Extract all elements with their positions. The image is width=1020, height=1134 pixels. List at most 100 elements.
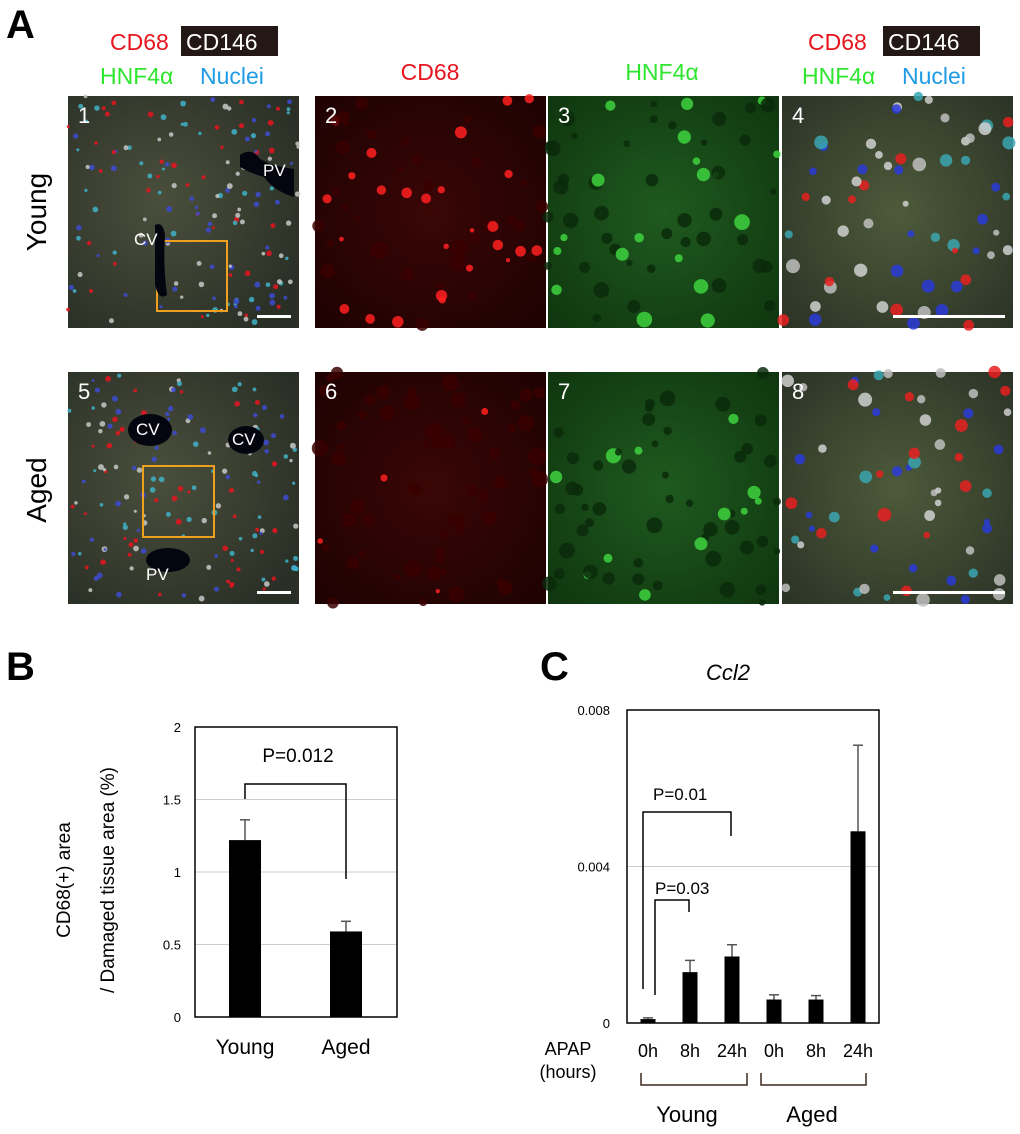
cell-mark <box>91 444 95 448</box>
cell-mark <box>634 446 643 455</box>
cell-mark <box>88 588 93 593</box>
cell-mark <box>133 538 139 543</box>
bar-young <box>229 840 261 1017</box>
cell-mark <box>206 564 212 570</box>
cell-mark <box>544 140 561 157</box>
cell-mark <box>161 167 166 171</box>
significance-bracket <box>244 783 347 879</box>
cell-mark <box>401 187 412 199</box>
cell-mark <box>977 213 988 225</box>
cell-mark <box>293 566 299 572</box>
cell-mark <box>244 136 250 142</box>
cell-mark <box>222 468 228 474</box>
cell-mark <box>206 313 210 318</box>
cell-mark <box>435 554 446 564</box>
cell-mark <box>645 398 655 409</box>
cell-mark <box>571 484 584 496</box>
cell-mark <box>354 215 361 223</box>
cell-mark <box>171 387 176 393</box>
panel-number: 7 <box>558 379 570 404</box>
cell-mark <box>260 549 265 554</box>
cell-mark <box>234 304 238 309</box>
cell-mark <box>481 407 489 415</box>
cell-mark <box>274 199 280 205</box>
cell-mark <box>265 282 271 288</box>
cell-mark <box>907 316 920 330</box>
cell-mark <box>111 100 117 106</box>
cell-mark <box>167 417 171 421</box>
cell-mark <box>228 264 232 268</box>
cell-mark <box>331 451 347 466</box>
cell-mark <box>982 488 992 498</box>
cell-mark <box>408 482 422 496</box>
micrograph-image <box>548 96 779 328</box>
cell-mark <box>954 419 968 432</box>
bar <box>640 1019 656 1023</box>
cell-mark <box>406 386 418 397</box>
cell-mark <box>965 546 975 555</box>
cell-mark <box>496 578 506 587</box>
cell-mark <box>123 494 130 500</box>
cell-mark <box>255 527 260 532</box>
cell-mark <box>379 405 395 421</box>
cell-mark <box>198 281 205 288</box>
cell-mark <box>166 206 173 212</box>
y-tick-label: 1.5 <box>163 793 181 808</box>
cell-mark <box>270 223 276 229</box>
x-tick-label: Young <box>216 1036 275 1059</box>
cell-mark <box>88 164 95 171</box>
bar <box>808 999 824 1023</box>
cell-mark <box>960 274 972 286</box>
cell-mark <box>668 121 677 130</box>
micrograph-image <box>782 96 1013 328</box>
cell-mark <box>339 303 350 314</box>
cell-mark <box>289 442 296 449</box>
y-tick-label: 2 <box>174 720 181 735</box>
label-pv: PV <box>263 161 286 180</box>
cell-mark <box>179 390 184 394</box>
cell-mark <box>133 545 139 552</box>
cell-mark <box>1002 192 1011 201</box>
cell-mark <box>583 564 598 580</box>
cell-mark <box>83 512 87 516</box>
micrograph-image <box>782 372 1013 604</box>
cell-mark <box>213 586 220 592</box>
cell-mark <box>809 313 822 326</box>
cell-mark <box>252 387 257 392</box>
header-col3-hnf4a: HNF4α <box>625 59 698 85</box>
cell-mark <box>553 568 565 580</box>
cell-mark <box>66 307 70 312</box>
cell-mark <box>86 422 92 427</box>
cell-mark <box>463 115 472 124</box>
y-axis-label: CD68(+) area <box>54 822 75 938</box>
merge-header-left: CD68 CD146 HNF4α Nuclei <box>100 26 278 89</box>
cell-mark <box>282 494 289 501</box>
cell-mark <box>535 200 549 213</box>
cell-mark <box>255 191 261 198</box>
cell-mark <box>741 442 754 455</box>
cell-mark <box>222 545 228 551</box>
cell-mark <box>524 93 534 104</box>
cell-mark <box>544 262 552 270</box>
x-axis-label: (hours) <box>539 1062 596 1082</box>
cell-mark <box>98 169 103 173</box>
header-cd146-bg <box>181 26 278 56</box>
cell-mark <box>934 499 942 507</box>
micrograph-panel: 1 <box>66 94 301 328</box>
bar <box>724 956 740 1023</box>
cell-mark <box>991 182 1001 192</box>
cell-mark <box>441 374 459 392</box>
cell-mark <box>138 232 144 238</box>
cell-mark <box>863 218 874 229</box>
cell-mark <box>859 470 873 484</box>
cell-mark <box>978 122 992 136</box>
cell-mark <box>571 132 578 140</box>
cell-mark <box>289 459 293 463</box>
cell-mark <box>94 387 101 393</box>
cell-mark <box>103 547 107 552</box>
cell-mark <box>276 279 283 285</box>
micrograph-panel: 5 <box>67 372 299 604</box>
cell-mark <box>176 381 182 387</box>
cell-mark <box>235 171 240 176</box>
cell-mark <box>296 145 300 149</box>
